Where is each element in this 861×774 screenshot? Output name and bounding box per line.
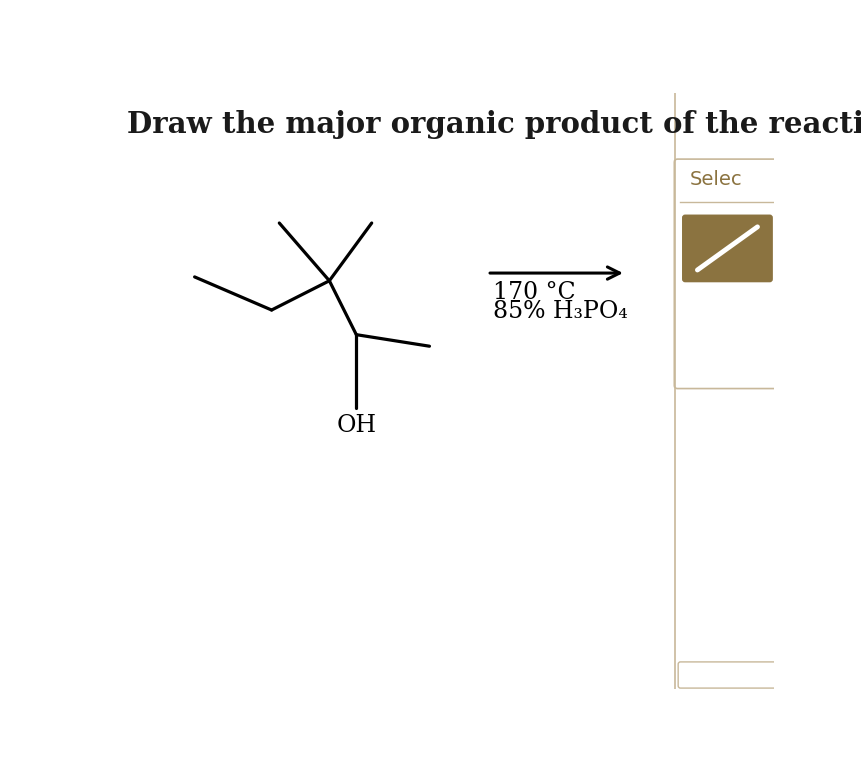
- FancyBboxPatch shape: [681, 214, 772, 283]
- Text: Draw the major organic product of the reaction shown.: Draw the major organic product of the re…: [127, 110, 861, 139]
- FancyBboxPatch shape: [673, 159, 780, 389]
- Text: 170 °C: 170 °C: [492, 281, 575, 304]
- Text: Selec: Selec: [689, 170, 741, 189]
- Text: 85% H₃PO₄: 85% H₃PO₄: [492, 300, 628, 323]
- Text: OH: OH: [336, 414, 376, 437]
- FancyBboxPatch shape: [678, 662, 776, 688]
